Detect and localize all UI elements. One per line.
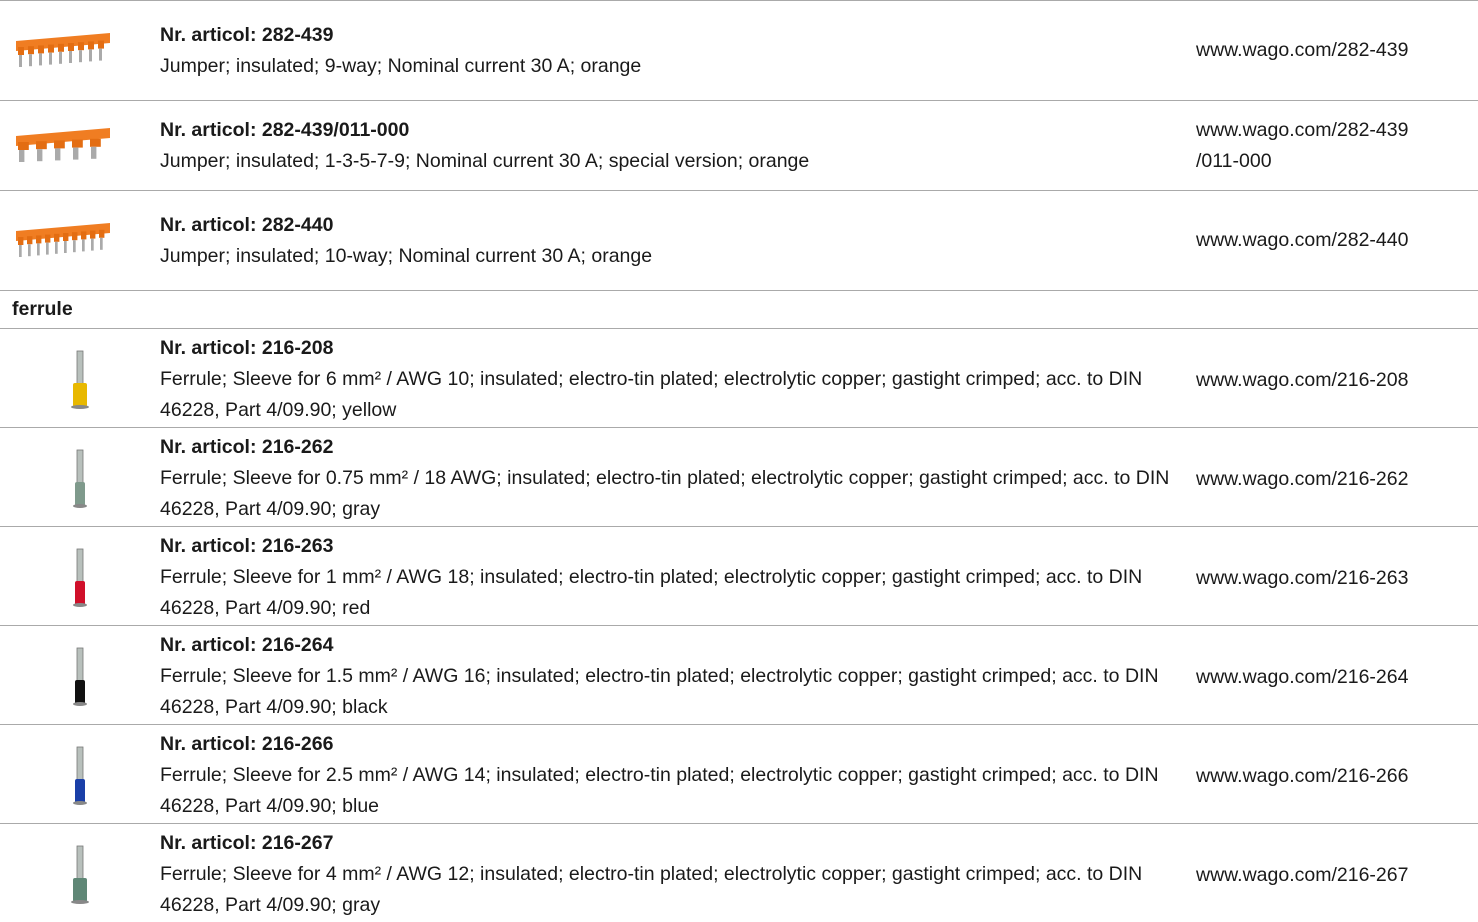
article-description: Ferrule; Sleeve for 4 mm² / AWG 12; insu… — [160, 863, 1143, 916]
article-description: Jumper; insulated; 9-way; Nominal curren… — [160, 54, 642, 77]
product-image — [0, 446, 160, 512]
product-image — [0, 644, 160, 710]
section-heading: ferrule — [0, 290, 1478, 328]
ferrule-icon — [71, 845, 89, 904]
article-description: Ferrule; Sleeve for 2.5 mm² / AWG 14; in… — [160, 764, 1159, 817]
article-url: www.wago.com/216-262 — [1196, 464, 1478, 495]
article-number: Nr. articol: 216-262 — [160, 436, 334, 458]
url-line: www.wago.com/216-266 — [1196, 764, 1409, 787]
article-url: www.wago.com/216-267 — [1196, 860, 1478, 891]
article-description: Ferrule; Sleeve for 1 mm² / AWG 18; insu… — [160, 566, 1143, 619]
url-line: www.wago.com/282-439 — [1196, 118, 1409, 141]
article-description: Jumper; insulated; 10-way; Nominal curre… — [160, 244, 653, 267]
article-number: Nr. articol: 282-440 — [160, 213, 334, 236]
article-number: Nr. articol: 282-439/011-000 — [160, 118, 410, 141]
product-image — [0, 347, 160, 413]
article-text: Nr. articol: 282-439 Jumper; insulated; 9… — [160, 20, 1196, 82]
article-row: Nr. articol: 216-208 Ferrule; Sleeve for … — [0, 328, 1478, 427]
article-url: www.wago.com/216-263 — [1196, 563, 1478, 594]
article-text: Nr. articol: 216-267 Ferrule; Sleeve for … — [160, 828, 1196, 922]
article-url: www.wago.com/282-440 — [1196, 225, 1478, 256]
article-row: Nr. articol: 216-267 Ferrule; Sleeve for … — [0, 823, 1478, 922]
article-text: Nr. articol: 216-263 Ferrule; Sleeve for … — [160, 531, 1196, 625]
url-line: www.wago.com/216-263 — [1196, 566, 1409, 589]
article-text: Nr. articol: 216-208 Ferrule; Sleeve for … — [160, 333, 1196, 427]
url-line: www.wago.com/216-267 — [1196, 863, 1409, 886]
article-number: Nr. articol: 216-263 — [160, 535, 334, 557]
article-row: Nr. articol: 216-264 Ferrule; Sleeve for … — [0, 625, 1478, 724]
article-row: Nr. articol: 282-440 Jumper; insulated; 1… — [0, 190, 1478, 290]
url-line: www.wago.com/216-262 — [1196, 467, 1409, 490]
jumper-icon — [16, 222, 110, 257]
product-image — [0, 743, 160, 809]
article-row: Nr. articol: 282-439 Jumper; insulated; 9… — [0, 0, 1478, 100]
url-line: www.wago.com/216-264 — [1196, 665, 1409, 688]
product-image — [0, 842, 160, 908]
article-text: Nr. articol: 216-264 Ferrule; Sleeve for … — [160, 630, 1196, 724]
article-text: Nr. articol: 216-266 Ferrule; Sleeve for … — [160, 729, 1196, 823]
article-number: Nr. articol: 216-208 — [160, 337, 334, 359]
article-url: www.wago.com/216-264 — [1196, 662, 1478, 693]
article-text: Nr. articol: 282-440 Jumper; insulated; 1… — [160, 210, 1196, 272]
article-description: Ferrule; Sleeve for 1.5 mm² / AWG 16; in… — [160, 665, 1159, 718]
article-url: www.wago.com/216-208 — [1196, 365, 1478, 396]
ferrule-icon — [71, 350, 89, 409]
article-number: Nr. articol: 216-267 — [160, 832, 334, 854]
url-line: /011-000 — [1196, 149, 1272, 172]
jumper-icon — [16, 32, 110, 67]
article-url: www.wago.com/282-439 — [1196, 35, 1478, 66]
product-image — [0, 31, 160, 71]
url-line: www.wago.com/282-439 — [1196, 39, 1409, 61]
article-row: Nr. articol: 282-439/011-000 Jumper; insu… — [0, 100, 1478, 190]
ferrule-icon — [73, 746, 87, 805]
jumper-icon — [16, 127, 110, 162]
product-image — [0, 126, 160, 166]
article-number: Nr. articol: 282-439 — [160, 23, 334, 46]
ferrule-icon — [73, 548, 87, 607]
article-number: Nr. articol: 216-264 — [160, 634, 334, 656]
article-description: Ferrule; Sleeve for 0.75 mm² / 18 AWG; i… — [160, 467, 1170, 520]
article-row: Nr. articol: 216-266 Ferrule; Sleeve for … — [0, 724, 1478, 823]
article-url: www.wago.com/216-266 — [1196, 761, 1478, 792]
ferrule-icon — [73, 647, 87, 706]
url-line: www.wago.com/282-440 — [1196, 229, 1409, 251]
article-number: Nr. articol: 216-266 — [160, 733, 334, 755]
product-image — [0, 545, 160, 611]
ferrule-icon — [73, 449, 87, 508]
article-row: Nr. articol: 216-263 Ferrule; Sleeve for … — [0, 526, 1478, 625]
article-url: www.wago.com/282-439/011-000 — [1196, 115, 1478, 177]
article-row: Nr. articol: 216-262 Ferrule; Sleeve for … — [0, 427, 1478, 526]
article-description: Jumper; insulated; 1-3-5-7-9; Nominal cu… — [160, 149, 810, 172]
product-image — [0, 221, 160, 261]
article-text: Nr. articol: 282-439/011-000 Jumper; insu… — [160, 115, 1196, 177]
article-text: Nr. articol: 216-262 Ferrule; Sleeve for … — [160, 432, 1196, 526]
article-description: Ferrule; Sleeve for 6 mm² / AWG 10; insu… — [160, 368, 1143, 421]
url-line: www.wago.com/216-208 — [1196, 368, 1409, 391]
